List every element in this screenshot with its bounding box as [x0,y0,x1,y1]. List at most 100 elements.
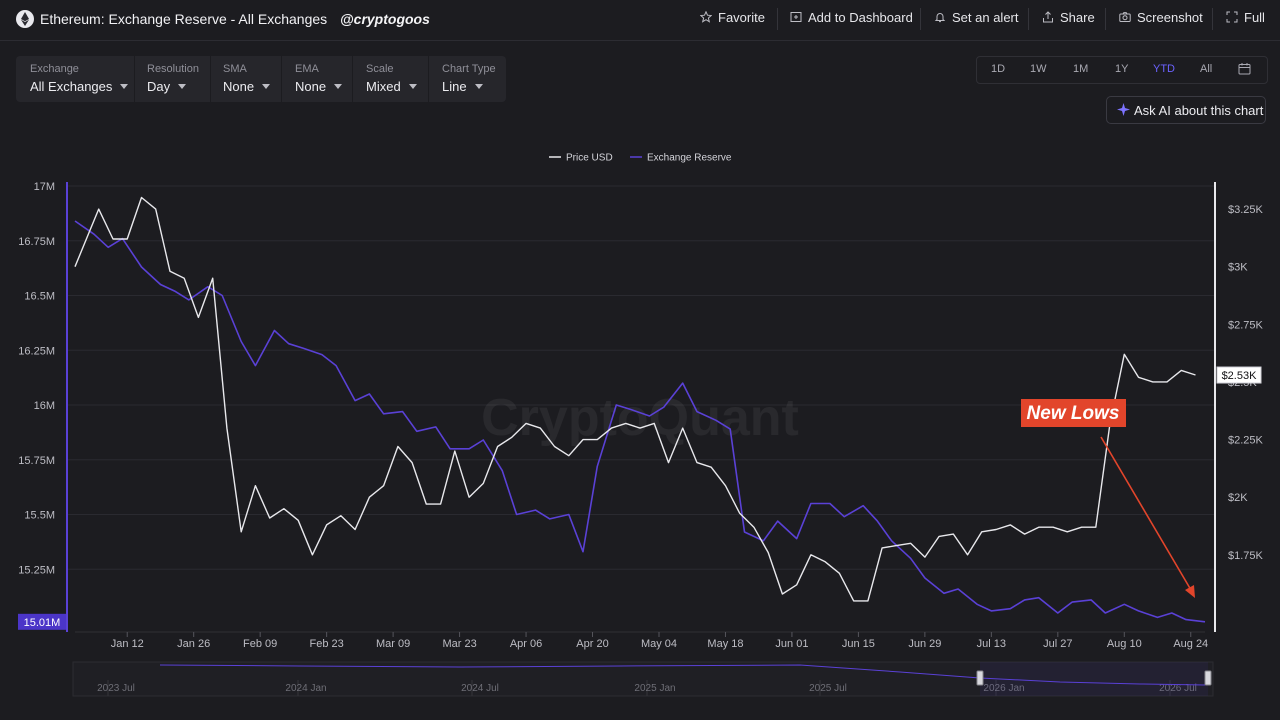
resolution-select-label: Resolution [147,63,199,75]
ask-ai-label: Ask AI about this chart [1134,103,1264,118]
y-left-tick-label: 16.25M [18,345,55,357]
new-lows-label-bg [1021,399,1126,427]
y-left-tick-label: 15.75M [18,455,55,467]
x-tick-label: Mar 23 [442,638,476,650]
top-bar: Ethereum: Exchange Reserve - All Exchang… [0,0,1280,41]
x-tick-label: Jul 13 [977,638,1006,650]
current-reserve-label: 15.01M [24,617,61,629]
fullscreen-label: Full [1244,10,1265,25]
toolbar-divider [1212,8,1213,30]
chevron-down-icon [474,84,483,89]
new-lows-arrow-line [1100,436,1192,591]
filter-divider [281,56,282,102]
x-tick-label: Jun 01 [775,638,808,650]
range-1y-button[interactable]: 1Y [1115,63,1129,75]
filter-divider [134,56,135,102]
y-right-tick-label: $3K [1228,262,1248,274]
navigator-track[interactable] [72,661,1214,697]
navigator-right-handle[interactable] [1204,670,1212,686]
page-title: Ethereum: Exchange Reserve - All Exchang… [40,11,328,27]
y-right-tick-label: $2.75K [1228,319,1264,331]
navigator-label: 2026 Jan [983,683,1024,694]
scale-select-value: Mixed [366,79,401,94]
range-1w-button[interactable]: 1W [1030,63,1047,75]
x-tick-label: Feb 23 [310,638,344,650]
y-left-tick-label: 15.5M [24,510,55,522]
y-right-tick-label: $3.25K [1228,204,1264,216]
star-icon [699,10,713,23]
new-lows-annotation: New Lows [1021,399,1195,598]
add-to-dashboard-label: Add to Dashboard [808,10,913,25]
ask-ai-button[interactable]: Ask AI about this chart [1106,96,1266,124]
chart-type-select-value: Line [442,79,467,94]
ema-select-label: EMA [295,63,319,75]
y-right-tick-label: $2.25K [1228,435,1264,447]
range-1m-button[interactable]: 1M [1073,63,1089,75]
navigator-label: 2024 Jan [285,683,326,694]
exchange-reserve-line [74,220,1206,623]
exchange-select[interactable]: Exchange All Exchanges [30,56,140,102]
chart-type-select[interactable]: Chart Type Line [442,56,504,102]
x-tick-label: Jun 29 [908,638,941,650]
navigator-label: 2025 Jan [634,683,675,694]
navigator-label: 2024 Jul [461,683,499,694]
share-button[interactable]: Share [1042,10,1095,25]
camera-icon [1119,11,1131,23]
navigator-label: 2023 Jul [97,683,135,694]
sparkle-icon [1117,103,1130,116]
y-right-tick-label: $1.75K [1228,550,1264,562]
watermark: CryptoQuant [481,389,799,447]
new-lows-label: New Lows [1027,403,1120,424]
navigator-label: 2026 Jul [1159,683,1197,694]
sma-select[interactable]: SMA None [223,56,278,102]
current-price-badge [1216,366,1262,384]
navigator-selection[interactable] [980,662,1208,696]
filter-divider [210,56,211,102]
range-all-button[interactable]: All [1200,63,1213,75]
screenshot-label: Screenshot [1137,10,1203,25]
x-tick-label: Jan 12 [111,638,144,650]
set-alert-button[interactable]: Set an alert [934,10,1019,25]
scale-select-label: Scale [366,63,394,75]
chart-type-select-label: Chart Type [442,63,496,75]
ema-select-value: None [295,79,327,94]
favorite-button[interactable]: Favorite [699,10,765,25]
chart-area: Price USD Exchange Reserve CryptoQuant 1… [18,153,1264,697]
arrow-head-icon [1185,585,1195,598]
toolbar-divider [777,8,778,30]
x-tick-label: Feb 09 [243,638,277,650]
price-usd-line [74,196,1196,602]
y-left-tick-label: 17M [34,181,55,193]
toolbar-divider [1028,8,1029,30]
navigator-label: 2025 Jul [809,683,847,694]
chevron-down-icon [262,84,271,89]
filter-bar: Exchange All Exchanges Resolution Day SM… [16,56,506,102]
x-tick-label: Jul 27 [1043,638,1072,650]
legend-reserve-label[interactable]: Exchange Reserve [647,153,732,164]
navigator-left-handle[interactable] [976,670,984,686]
add-to-dashboard-button[interactable]: Add to Dashboard [790,10,913,25]
y-left-tick-label: 15.25M [18,564,55,576]
x-tick-label: Apr 20 [576,638,608,650]
screenshot-button[interactable]: Screenshot [1119,10,1203,25]
favorite-label: Favorite [718,10,765,25]
ema-select[interactable]: EMA None [295,56,350,102]
range-navigator[interactable]: 2023 Jul 2024 Jan 2024 Jul 2025 Jan 2025 Jul… [72,661,1214,697]
filter-divider [352,56,353,102]
ethereum-logo-icon [16,10,34,28]
x-tick-label: Mar 09 [376,638,410,650]
exchange-select-label: Exchange [30,63,79,75]
chevron-down-icon [334,84,343,89]
resolution-select-value: Day [147,79,171,94]
resolution-select[interactable]: Resolution Day [147,56,207,102]
scale-select[interactable]: Scale Mixed [366,56,426,102]
range-1d-button[interactable]: 1D [991,63,1006,75]
y-right-tick-label: $2K [1228,492,1248,504]
y-left-tick-label: 16M [34,400,55,412]
calendar-icon[interactable] [1238,62,1251,78]
fullscreen-button[interactable]: Full [1226,10,1265,25]
navigator-series-line [159,664,1206,686]
toolbar-divider [920,8,921,30]
range-ytd-button[interactable]: YTD [1153,63,1175,75]
legend-price-label[interactable]: Price USD [566,153,613,164]
